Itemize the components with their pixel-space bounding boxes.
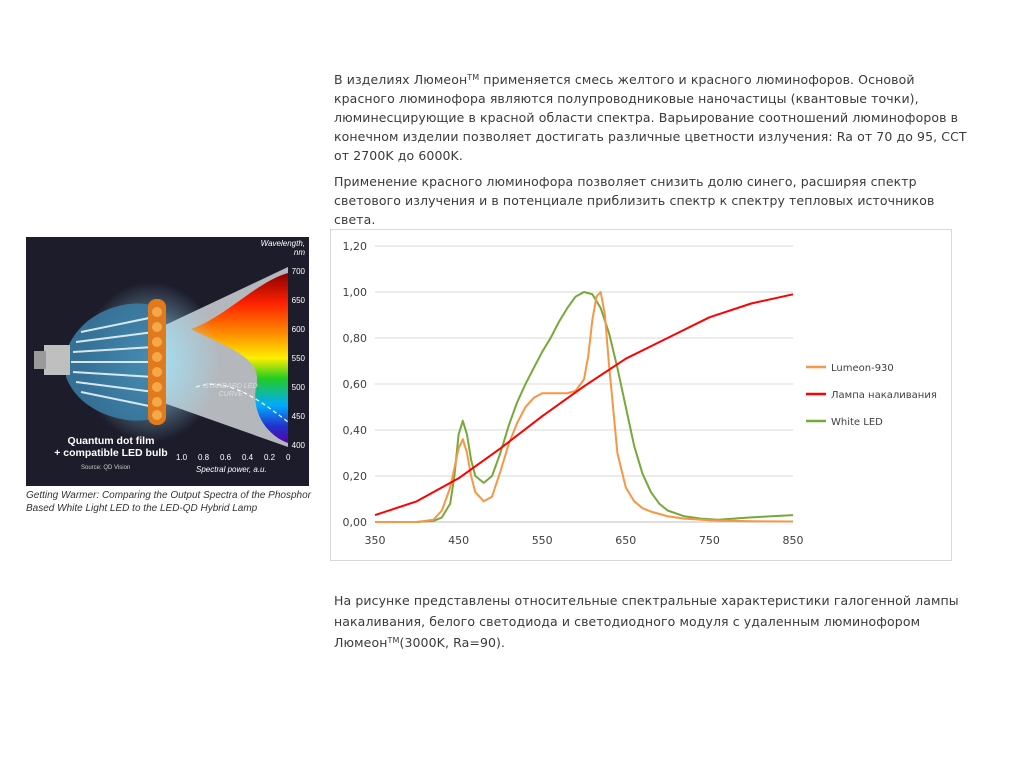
wavelength-tick-label: 450	[291, 412, 305, 421]
standard-led-curve-label: STANDARD LED CURVE	[204, 383, 258, 399]
trademark-mark-2: TM	[387, 636, 400, 645]
figure-description-start: На рисунке представлены относительные сп…	[334, 593, 959, 650]
power-tick-label: 0.2	[264, 453, 276, 462]
wavelength-label: Wavelength,	[260, 239, 305, 248]
curve-label-line2: CURVE	[218, 391, 243, 398]
y-tick-label: 1,20	[343, 240, 368, 253]
x-tick-label: 350	[365, 534, 386, 547]
y-tick-label: 0,20	[343, 470, 368, 483]
legend-label: Лампа накаливания	[831, 390, 937, 401]
y-tick-label: 0,60	[343, 378, 368, 391]
wavelength-tick-label: 600	[291, 325, 305, 334]
series-line-2	[375, 291, 794, 523]
spectrum-chart-svg: 0,00 0,20 0,40 0,60 0,80 1,00 1,20 350 450 550 650…	[343, 240, 937, 547]
bulb-label-line1: Quantum dot film	[67, 435, 155, 447]
curve-label-line1: STANDARD LED	[204, 383, 258, 390]
quantum-dot-bulb-illustration: Wavelength, nm 700 650 600 550 500 450 400 1.0…	[26, 237, 309, 486]
photo-source: Source: QD Vision	[81, 465, 131, 471]
spectrum-chart: 0,00 0,20 0,40 0,60 0,80 1,00 1,20 350 450 550 650…	[330, 229, 952, 561]
bulb-label: Quantum dot film + compatible LED bulb	[46, 435, 176, 459]
power-ticks: 1.0 0.8 0.6 0.4 0.2 0	[176, 453, 301, 463]
intro-text-start: В изделиях Люмеон	[334, 72, 468, 87]
x-tick-label: 850	[783, 534, 804, 547]
figure-description-paragraph: На рисунке представлены относительные сп…	[334, 590, 1014, 653]
red-phosphor-paragraph: Применение красного люминофора позволяет…	[334, 174, 935, 227]
intro-paragraph: В изделиях ЛюмеонTM применяется смесь же…	[334, 70, 974, 165]
wavelength-tick-label: 700	[291, 267, 305, 276]
legend-label: White LED	[831, 417, 883, 428]
power-tick-label: 1.0	[176, 453, 188, 462]
bulb-label-line2: + compatible LED bulb	[54, 447, 168, 459]
series-line-0	[375, 291, 794, 523]
wavelength-axis-title: Wavelength, nm	[261, 239, 305, 257]
power-tick-label: 0	[286, 453, 291, 462]
power-tick-label: 0.6	[220, 453, 232, 462]
y-tick-label: 0,80	[343, 332, 368, 345]
x-tick-label: 450	[448, 534, 469, 547]
y-tick-label: 0,40	[343, 424, 368, 437]
bulb-spectrum-graphic	[26, 237, 309, 486]
wavelength-unit: nm	[293, 248, 305, 257]
y-tick-label: 0,00	[343, 516, 368, 529]
figure-description-end: (3000K, Ra=90).	[399, 635, 506, 650]
trademark-mark: TM	[467, 73, 480, 82]
wavelength-tick-label: 500	[291, 383, 305, 392]
x-tick-label: 550	[532, 534, 553, 547]
y-tick-label: 1,00	[343, 286, 368, 299]
legend-label: Lumeon-930	[831, 363, 894, 374]
power-tick-label: 0.8	[198, 453, 210, 462]
x-tick-label: 650	[615, 534, 636, 547]
wavelength-tick-label: 550	[291, 354, 305, 363]
power-tick-label: 0.4	[242, 453, 254, 462]
power-axis-title: Spectral power, a.u.	[196, 465, 267, 474]
x-tick-label: 750	[699, 534, 720, 547]
series-line-1	[374, 293, 794, 517]
intro-text-rest: применяется смесь желтого и красного люм…	[334, 72, 967, 163]
wavelength-tick-label: 650	[291, 296, 305, 305]
photo-caption: Getting Warmer: Comparing the Output Spe…	[26, 490, 311, 514]
wavelength-tick-label: 400	[291, 441, 305, 450]
